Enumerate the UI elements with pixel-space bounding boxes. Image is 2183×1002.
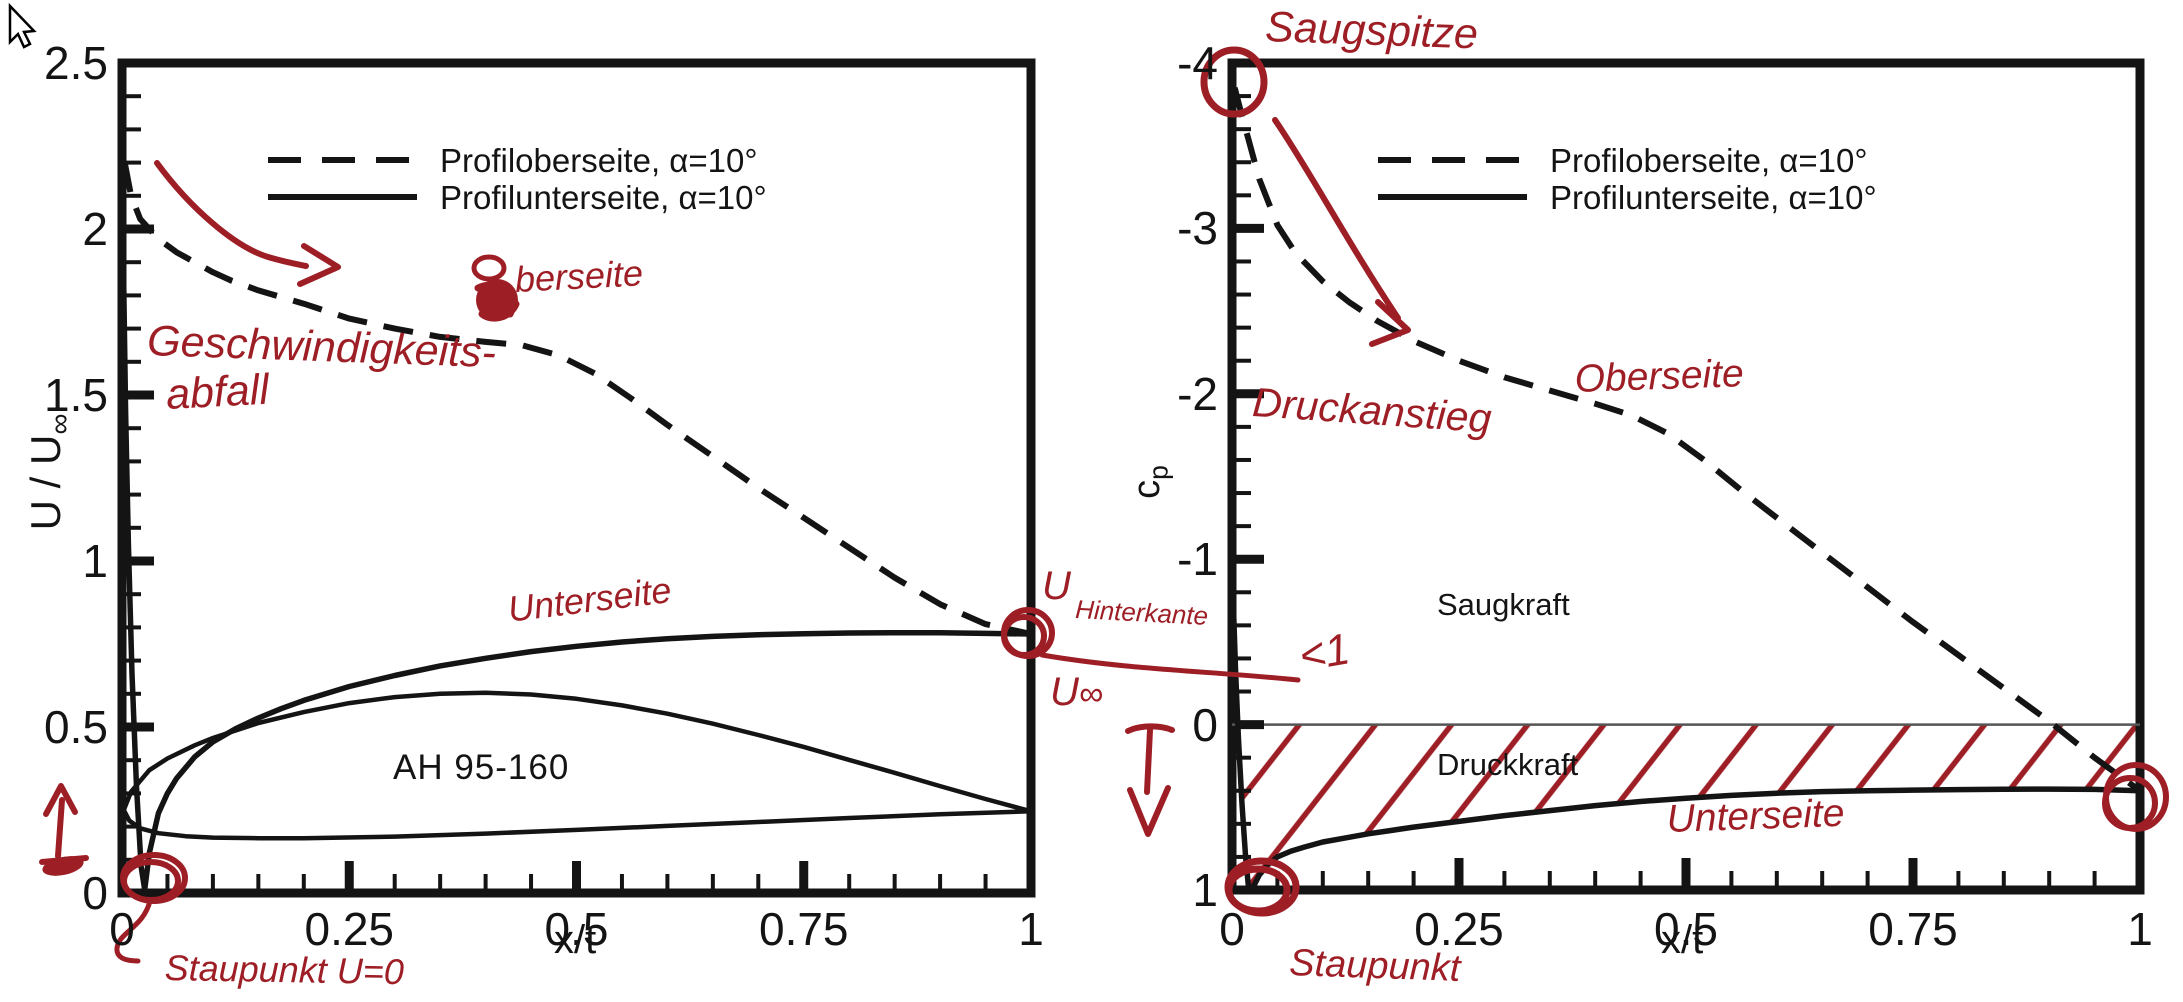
x-tick-label: 0 bbox=[109, 903, 135, 955]
xaxis-label-right: x/t bbox=[1661, 918, 1704, 962]
y-tick-label: 1 bbox=[82, 535, 108, 587]
saugspitze-circle bbox=[1200, 46, 1268, 118]
y-tick-label: 1 bbox=[1192, 864, 1218, 916]
axes-box bbox=[117, 58, 1036, 898]
x-tick-label: 1 bbox=[1018, 903, 1044, 955]
upper-surface-curve bbox=[121, 162, 1032, 637]
note-staupunkt-right: Staupunkt bbox=[1288, 942, 1462, 990]
legend-right-dashed-label: Profiloberseite, α=10° bbox=[1550, 142, 1868, 179]
x-tick-label: 0.75 bbox=[1868, 903, 1958, 955]
airfoil-contour-upper bbox=[121, 690, 1032, 814]
x-tick-label: 0.25 bbox=[304, 903, 395, 955]
data-curves bbox=[120, 87, 2142, 893]
legend-line-samples bbox=[268, 157, 1527, 200]
down-arrow-annotation bbox=[1125, 723, 1175, 837]
pressure-rise-arrowhead bbox=[1369, 299, 1411, 347]
saugkraft-label: Saugkraft bbox=[1437, 587, 1570, 622]
legend-left-dashed-label: Profiloberseite, α=10° bbox=[440, 142, 758, 179]
y-tick-label: -1 bbox=[1177, 533, 1218, 586]
note-saugspitze: Saugspitze bbox=[1264, 3, 1479, 59]
mouse-cursor-icon bbox=[8, 2, 37, 49]
oberseite-small-o bbox=[471, 254, 507, 282]
hinterkante-circle-right bbox=[2102, 762, 2169, 832]
yaxis-label-right: cp bbox=[1125, 465, 1174, 499]
y-tick-label: -4 bbox=[1177, 37, 1218, 89]
y-tick-label: 0 bbox=[1192, 698, 1218, 751]
yaxis-label-left: U / U∞ bbox=[22, 413, 77, 531]
druckkraft-hatch-region bbox=[1238, 724, 2140, 890]
y-tick-label: 1.5 bbox=[44, 369, 108, 421]
upper-surface-curve bbox=[1231, 87, 2142, 794]
staupunkt-circle-right bbox=[1224, 857, 1300, 917]
y-tick-label: -3 bbox=[1177, 202, 1218, 255]
note-abfall: abfall bbox=[164, 365, 271, 419]
note-unterseite-right: Unterseite bbox=[1665, 791, 1846, 841]
x-tick-label: 1 bbox=[2127, 903, 2153, 955]
druckkraft-label: Druckkraft bbox=[1437, 747, 1579, 782]
xaxis-label-left: x/t bbox=[554, 918, 597, 962]
y-tick-label: 0 bbox=[82, 867, 108, 919]
note-oberseite-left-rest: berseite bbox=[513, 252, 644, 300]
velocity-drop-arrowhead bbox=[297, 243, 341, 287]
x-tick-label: 0.25 bbox=[1414, 903, 1504, 955]
note-oberseite-right: Oberseite bbox=[1573, 352, 1745, 401]
hinterkante-circle-left bbox=[1001, 607, 1055, 659]
y-tick-label: 2.5 bbox=[44, 37, 108, 89]
x-tick-label: 0.5 bbox=[544, 903, 609, 955]
pressure-rise-arrow bbox=[1272, 117, 1401, 321]
legend-left-solid-label: Profilunterseite, α=10° bbox=[440, 179, 767, 216]
plot-axes bbox=[117, 58, 2145, 898]
scribble-blob bbox=[474, 279, 520, 322]
x-tick-label: 0.75 bbox=[758, 903, 849, 955]
druckkraft-hatched-area bbox=[1238, 724, 2140, 890]
y-tick-label: 0.5 bbox=[44, 701, 108, 753]
x-tick-label: 0 bbox=[1219, 903, 1245, 955]
axes-box bbox=[1227, 58, 2145, 895]
y-tick-label: -2 bbox=[1177, 367, 1218, 420]
note-u-inf: U∞ bbox=[1050, 670, 1104, 714]
velocity-drop-arrow bbox=[154, 160, 309, 269]
legend-right-solid-label: Profilunterseite, α=10° bbox=[1550, 179, 1877, 216]
note-staupunkt-left: Staupunkt U=0 bbox=[164, 947, 405, 993]
staupunkt-leader-left bbox=[114, 898, 153, 964]
airfoil-name-label: AH 95-160 bbox=[393, 748, 570, 787]
fraction-line bbox=[1039, 652, 1301, 683]
y-tick-label: 2 bbox=[82, 203, 108, 255]
note-u-hinterkante-sub: Hinterkante bbox=[1074, 594, 1209, 631]
note-u-hinterkante: U bbox=[1042, 564, 1071, 608]
lower-surface-curve bbox=[1230, 605, 2141, 893]
airfoil-contour-lower bbox=[121, 808, 1032, 841]
up-arrow-annotation bbox=[39, 783, 89, 876]
x-tick-label: 0.5 bbox=[1654, 903, 1718, 955]
lower-surface-curve bbox=[120, 262, 1032, 893]
note-less-than-one: <1 bbox=[1295, 624, 1354, 682]
